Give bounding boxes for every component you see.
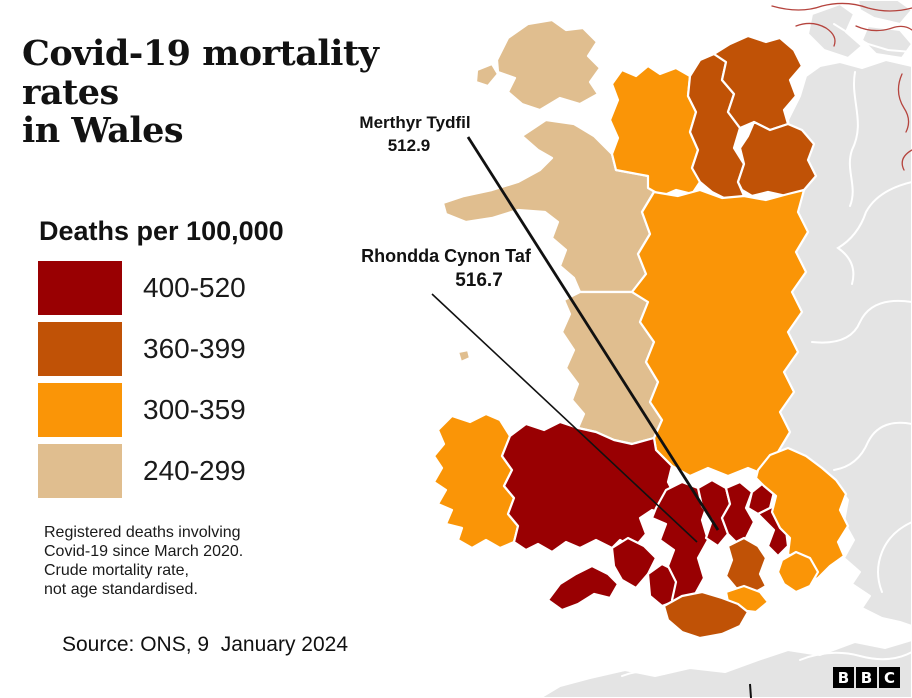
england-landmass [539, 0, 912, 698]
england-border-6 [621, 670, 665, 677]
legend-swatch-360-399 [38, 322, 122, 376]
annotation-merthyr-name: Merthyr Tydfil [359, 113, 471, 132]
legend: Deaths per 100,000 400-520 360-399 300-3… [38, 216, 368, 505]
legend-heading: Deaths per 100,000 [39, 216, 284, 246]
note-line: not age standardised. [44, 581, 198, 598]
red-boundary-6 [901, 149, 912, 171]
region-monmouthshire [754, 446, 850, 586]
page-title-line2: in Wales [22, 110, 184, 152]
bbc-logo: B B C [833, 667, 900, 688]
legend-swatch-300-359 [38, 383, 122, 437]
region-anglesey [495, 18, 602, 112]
annotation-lines [431, 136, 752, 698]
methodology-note: Registered deaths involving Covid-19 sin… [44, 523, 243, 599]
bbc-logo-letter: B [856, 667, 877, 688]
page-title: Covid-19 mortality rates in Wales [22, 35, 482, 151]
merthyr-leader-line [466, 136, 720, 531]
legend-label-360-399: 360-399 [143, 333, 246, 364]
red-boundary-4 [897, 73, 910, 133]
legend-swatch-400-520 [38, 261, 122, 315]
annotation-rhondda-name: Rhondda Cynon Taf [361, 246, 531, 266]
region-powys [630, 188, 810, 478]
legend-label-240-299: 240-299 [143, 455, 246, 486]
legend-item: 240-299 [38, 444, 368, 498]
region-wrexham [736, 120, 818, 198]
england-border-4 [833, 421, 912, 471]
note-line: Covid-19 since March 2020. [44, 543, 244, 560]
bbc-logo-letter: C [879, 667, 900, 688]
england-border-5 [877, 521, 912, 593]
annotation-rhondda-value: 516.7 [455, 270, 503, 291]
region-pembrokeshire [432, 412, 520, 550]
england-lancashire-blob [861, 25, 912, 59]
region-flintshire [712, 34, 804, 132]
england-wirral-blob [807, 3, 863, 59]
note-line: Crude mortality rate, [44, 562, 189, 579]
source-credit: Source: ONS, 9 January 2024 [62, 633, 348, 656]
england-border-2 [836, 181, 912, 285]
legend-label-400-520: 400-520 [143, 272, 246, 303]
red-boundary-2 [795, 22, 836, 47]
legend-item: 360-399 [38, 322, 368, 376]
bbc-logo-letter: B [833, 667, 854, 688]
legend-label-300-359: 300-359 [143, 394, 246, 425]
red-boundary-1 [771, 2, 912, 12]
annotation-merthyr-value: 512.9 [387, 136, 431, 155]
bottom-edge-tick [749, 683, 752, 698]
england-border-1 [848, 71, 859, 207]
red-boundary-3 [855, 25, 912, 32]
region-cardiff [724, 536, 768, 596]
region-holy-island [474, 62, 500, 88]
region-bardsey-island [456, 348, 472, 364]
wales-regions [432, 18, 850, 640]
note-line: Registered deaths involving [44, 524, 241, 541]
england-mersey-blob [857, 0, 912, 25]
region-swansea [546, 564, 620, 612]
mersey-estuary-line [833, 23, 912, 53]
region-vale-of-glamorgan [662, 590, 750, 640]
england-southwest-coast [539, 639, 912, 698]
england-border-3 [811, 299, 912, 344]
page-title-line1: Covid-19 mortality rates [22, 33, 379, 113]
legend-swatch-240-299 [38, 444, 122, 498]
legend-item: 400-520 [38, 261, 368, 315]
region-newport [776, 550, 820, 594]
rhondda-leader-line [431, 293, 698, 543]
legend-item: 300-359 [38, 383, 368, 437]
england-border-7 [799, 651, 912, 661]
